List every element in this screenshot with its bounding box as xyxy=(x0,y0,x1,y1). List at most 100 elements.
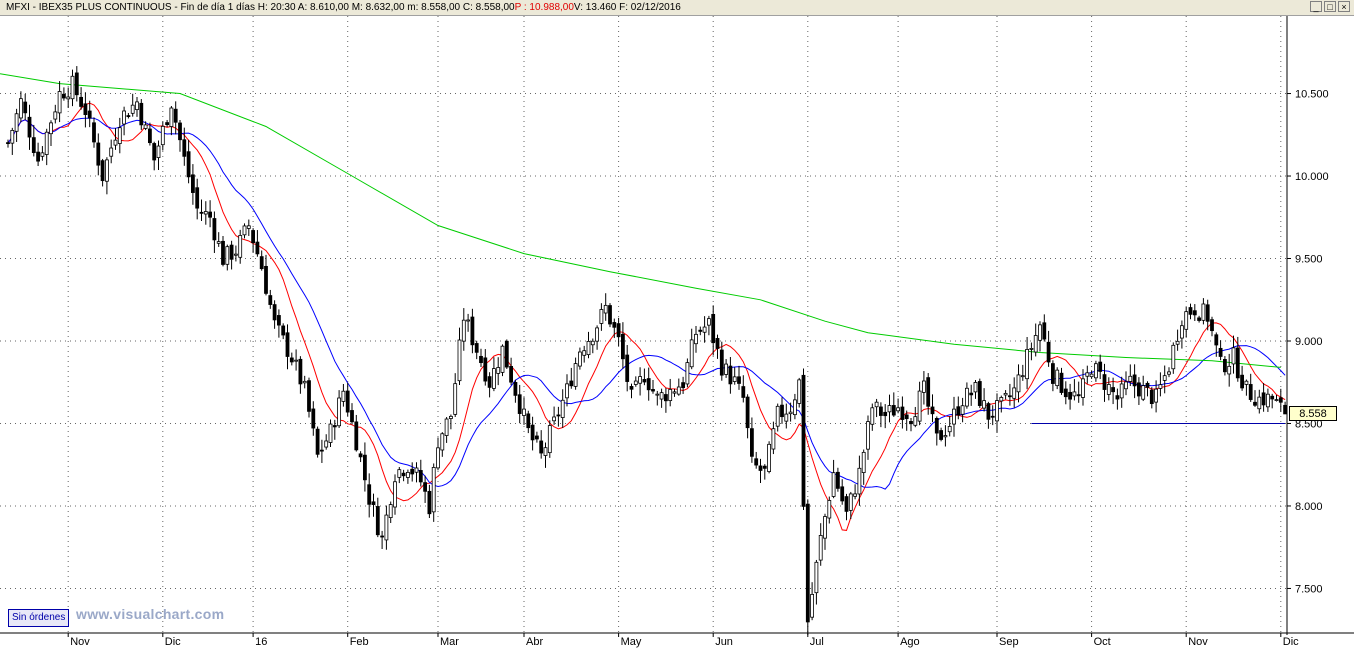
candle-body xyxy=(887,405,892,413)
candle-body xyxy=(805,503,810,623)
candle xyxy=(251,228,256,253)
candle-body xyxy=(1231,347,1236,365)
candle-body xyxy=(547,425,552,454)
candle-body xyxy=(1076,394,1081,397)
candle-body xyxy=(934,417,939,434)
candle xyxy=(590,338,595,354)
candle xyxy=(887,394,892,423)
title-text: MFXI - IBEX35 PLUS CONTINUOUS - Fin de d… xyxy=(6,0,681,15)
candle xyxy=(139,99,144,130)
candle-body xyxy=(728,365,733,385)
candle xyxy=(965,382,969,409)
y-tick-label: 10.000 xyxy=(1295,171,1329,183)
candle xyxy=(1012,377,1017,408)
x-tick-label: May xyxy=(621,636,642,648)
x-tick-label: Jun xyxy=(715,636,733,648)
candle-body xyxy=(707,318,711,326)
candle xyxy=(1141,375,1146,402)
candle-body xyxy=(324,440,329,448)
candle-body xyxy=(612,322,617,328)
candle-body xyxy=(569,380,574,387)
candle-body xyxy=(724,363,728,375)
candle-body xyxy=(956,406,961,416)
candle xyxy=(190,164,195,205)
candle xyxy=(1149,387,1154,409)
candle-body xyxy=(203,211,208,215)
candle-body xyxy=(23,101,28,114)
minimize-button[interactable]: _ xyxy=(1310,1,1322,12)
candle xyxy=(1154,380,1158,413)
candle xyxy=(1201,298,1206,325)
candle-body xyxy=(87,110,92,119)
candle xyxy=(31,124,36,157)
candle-body xyxy=(836,471,840,489)
candle xyxy=(1029,342,1034,361)
candle-body xyxy=(1055,369,1060,387)
candle xyxy=(49,120,53,147)
candle-body xyxy=(896,407,900,412)
candle-body xyxy=(870,407,875,425)
x-tick-label: Dic xyxy=(1283,636,1299,648)
candle-body xyxy=(393,481,397,508)
candle xyxy=(216,232,221,247)
candle xyxy=(255,230,260,257)
candle xyxy=(689,328,694,370)
candle-body xyxy=(1244,380,1249,385)
candle xyxy=(504,339,509,369)
candle-body xyxy=(973,382,978,393)
candle xyxy=(1158,372,1163,397)
candle xyxy=(345,382,350,417)
candle-body xyxy=(793,399,797,416)
candle-body xyxy=(621,333,625,360)
candle-body xyxy=(195,187,200,209)
candle-body xyxy=(27,116,32,138)
candle xyxy=(1167,367,1171,378)
candle xyxy=(1162,365,1167,394)
candle xyxy=(126,112,131,119)
candle-body xyxy=(530,424,535,441)
candle-body xyxy=(311,408,316,429)
candle xyxy=(1033,323,1038,357)
candle-body xyxy=(319,449,324,452)
candlesticks xyxy=(6,66,1287,635)
candle xyxy=(1094,360,1098,382)
candle xyxy=(358,451,363,463)
candle xyxy=(711,305,716,356)
candle-body xyxy=(491,368,496,389)
price-chart[interactable]: 7.500 8.000 8.500 9.000 9.500 10.000 10.500 Oct… xyxy=(0,16,1354,649)
title-part-2: P : 10.988,00 xyxy=(514,2,574,13)
candle-body xyxy=(1003,392,1008,396)
candle xyxy=(909,417,913,432)
candle xyxy=(1128,364,1133,386)
candle-body xyxy=(152,143,157,161)
candle xyxy=(1059,367,1064,395)
candle xyxy=(500,344,505,377)
candle xyxy=(143,121,148,131)
candle xyxy=(836,467,840,492)
candle xyxy=(578,347,582,370)
candle-body xyxy=(173,108,178,123)
candle xyxy=(694,326,698,353)
candle-body xyxy=(1115,395,1120,400)
candle-body xyxy=(1248,384,1253,400)
maximize-button[interactable]: □ xyxy=(1324,1,1336,12)
orders-button[interactable]: Sin órdenes xyxy=(8,609,70,627)
candle-body xyxy=(337,397,342,427)
candle xyxy=(66,87,71,108)
candle-body xyxy=(1038,324,1042,341)
candle-body xyxy=(1072,391,1077,397)
candle xyxy=(1188,303,1193,320)
candle-body xyxy=(1098,361,1103,372)
candle xyxy=(805,499,810,635)
candle-body xyxy=(1261,392,1266,406)
candle-body xyxy=(857,467,862,495)
candle xyxy=(1124,371,1128,396)
candle-body xyxy=(560,399,565,418)
candle-body xyxy=(423,482,428,492)
candle xyxy=(44,128,49,166)
candle xyxy=(638,367,642,396)
close-button[interactable]: × xyxy=(1338,1,1350,12)
candle xyxy=(1248,373,1253,402)
candle-body xyxy=(565,383,569,399)
candle-body xyxy=(698,329,703,332)
